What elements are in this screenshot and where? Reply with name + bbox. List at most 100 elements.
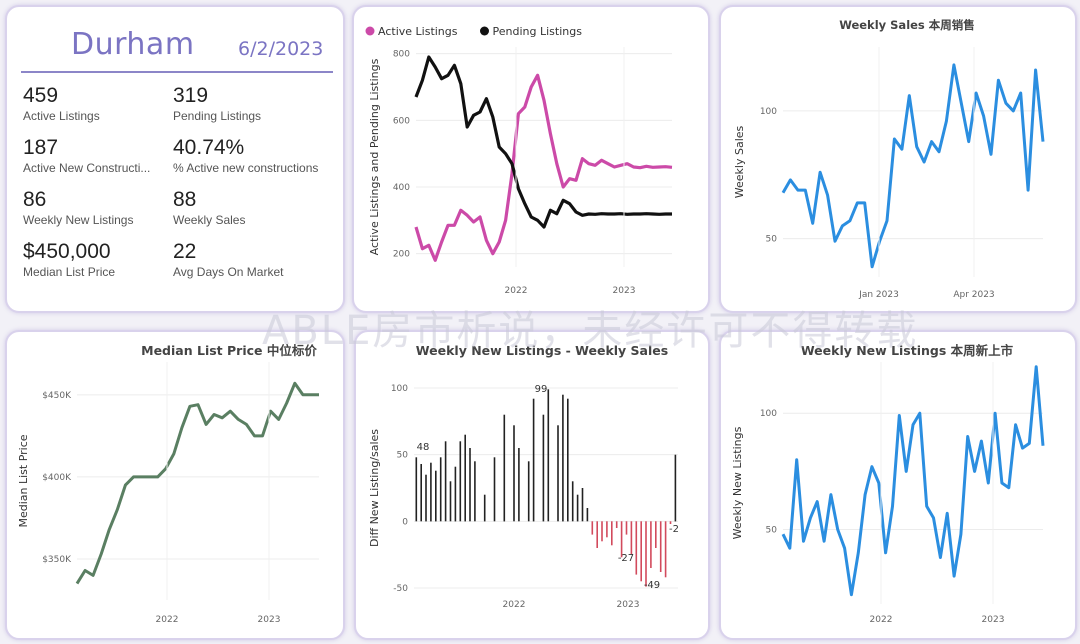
- bar: [532, 398, 535, 522]
- bar: [557, 425, 559, 522]
- kpi-value: 40.74%: [173, 136, 245, 159]
- bar: [449, 481, 452, 522]
- bar: [669, 521, 672, 524]
- bar: [527, 461, 530, 522]
- bar: [439, 457, 442, 522]
- bar: [513, 425, 515, 522]
- x-tick-label: 2023: [613, 286, 636, 296]
- kpi-value: 459: [23, 84, 59, 107]
- bar: [542, 414, 545, 522]
- series-line-pending-listings: [414, 55, 672, 229]
- y-axis-label: Active Listings and Pending Listings: [368, 58, 381, 255]
- kpi-label: Avg Days On Market: [173, 265, 284, 279]
- bar: [420, 464, 422, 522]
- legend-label: Pending Listings: [493, 25, 583, 38]
- y-tick-label: 600: [393, 116, 410, 126]
- new-listings-card: 50 100 2022 2023 Weekly New Listings Weekly N…: [719, 330, 1077, 640]
- kpi-value: $450,000: [23, 240, 111, 263]
- diff-chart: -50 0 50 100 48 99 -27 -49 -2 2022 2023 Diff New Li…: [368, 343, 679, 610]
- y-tick-label: 50: [397, 451, 409, 461]
- kpi-label: Weekly New Listings: [23, 213, 134, 227]
- weekly-sales-card: 50 100 Jan 2023 Apr 2023 Weekly Sales Weekly …: [719, 5, 1077, 313]
- y-tick-label: $450K: [42, 391, 72, 401]
- series-line-active-listings: [414, 73, 673, 262]
- bar: [435, 470, 437, 522]
- y-tick-label: 0: [402, 517, 408, 527]
- kpi-pending-listings: 319 Pending Listings: [173, 84, 333, 123]
- x-tick-label: 2023: [617, 600, 640, 610]
- bar: [591, 521, 594, 535]
- y-axis-label: Median List Price: [17, 434, 30, 527]
- kpi-active-new-construction: 187 Active New Constructi...: [23, 136, 163, 175]
- chart-title: Weekly Sales 本周销售: [839, 18, 975, 32]
- bar: [483, 494, 486, 522]
- y-tick-label: 50: [766, 235, 778, 245]
- series-line-weekly-sales: [781, 63, 1045, 269]
- kpi-value: 22: [173, 240, 197, 263]
- bar: [567, 398, 569, 522]
- legend-label: Active Listings: [378, 25, 458, 38]
- y-axis-label: Weekly Sales: [733, 125, 746, 198]
- series-line-median-list-price: [75, 381, 319, 585]
- kpi-label: Active Listings: [23, 109, 100, 123]
- weekly-sales-chart: 50 100 Jan 2023 Apr 2023 Weekly Sales Weekly …: [733, 18, 1045, 300]
- chart-title: Median List Price 中位标价: [141, 343, 317, 358]
- bar: [659, 521, 662, 572]
- x-tick-label: 2022: [870, 615, 893, 625]
- y-axis-label: Weekly New Listings: [731, 426, 744, 539]
- kpi-weekly-sales: 88 Weekly Sales: [173, 188, 333, 227]
- legend-marker-pending-listings: [480, 26, 489, 36]
- bar: [493, 457, 496, 522]
- kpi-label: Median List Price: [23, 265, 116, 279]
- kpi-label: Weekly Sales: [173, 213, 246, 227]
- x-tick-label: 2023: [982, 615, 1005, 625]
- bar: [444, 441, 447, 522]
- y-tick-label: 400: [393, 183, 410, 193]
- bar: [576, 494, 579, 522]
- kpi-card: Durham 6/2/2023 459 Active Listings 319 …: [5, 5, 345, 313]
- kpi-median-list-price: $450,000 Median List Price: [23, 240, 163, 279]
- bar: [581, 488, 584, 522]
- kpi-label: Active New Constructi...: [23, 161, 151, 175]
- bar: [464, 434, 466, 522]
- x-tick-label: Jan 2023: [858, 290, 899, 300]
- bar: [469, 448, 471, 522]
- bar: [655, 521, 657, 548]
- bar: [611, 521, 613, 546]
- y-axis-label: Diff New Listing/sales: [368, 429, 381, 547]
- bar: [615, 521, 618, 528]
- report-date: 6/2/2023: [238, 38, 324, 60]
- x-tick-label: 2022: [505, 286, 528, 296]
- kpi-label: Pending Listings: [173, 109, 262, 123]
- title-divider: [21, 71, 333, 73]
- data-label: 48: [417, 442, 430, 453]
- median-price-chart: $350K $400K $450K 2022 2023 Median List Price…: [17, 343, 319, 625]
- y-tick-label: -50: [393, 584, 408, 594]
- y-tick-label: 800: [393, 50, 410, 60]
- bar: [645, 521, 647, 587]
- kpi-weekly-new-listings: 86 Weekly New Listings: [23, 188, 163, 227]
- legend-marker-active-listings: [365, 26, 375, 36]
- bar: [664, 521, 667, 578]
- bar: [454, 466, 457, 522]
- y-tick-label: 50: [766, 526, 778, 536]
- bar: [620, 521, 623, 558]
- data-label: -49: [644, 580, 660, 591]
- bar: [630, 521, 633, 555]
- x-tick-label: 2023: [258, 615, 281, 625]
- bar: [547, 389, 550, 522]
- data-label: -27: [618, 553, 634, 564]
- bar: [650, 521, 652, 568]
- y-tick-label: 100: [760, 107, 777, 117]
- bar: [459, 441, 462, 522]
- kpi-value: 319: [173, 84, 209, 107]
- bar: [415, 457, 418, 522]
- active-pending-chart: Active Listings Pending Listings 200 400 600…: [365, 25, 673, 296]
- x-tick-label: 2022: [503, 600, 526, 610]
- new-listings-chart: 50 100 2022 2023 Weekly New Listings Weekly N…: [731, 343, 1045, 625]
- kpi-value: 187: [23, 136, 59, 159]
- chart-title: Weekly New Listings - Weekly Sales: [416, 343, 668, 358]
- bar: [625, 521, 628, 535]
- kpi-value: 86: [23, 188, 47, 211]
- data-label: 99: [535, 384, 548, 395]
